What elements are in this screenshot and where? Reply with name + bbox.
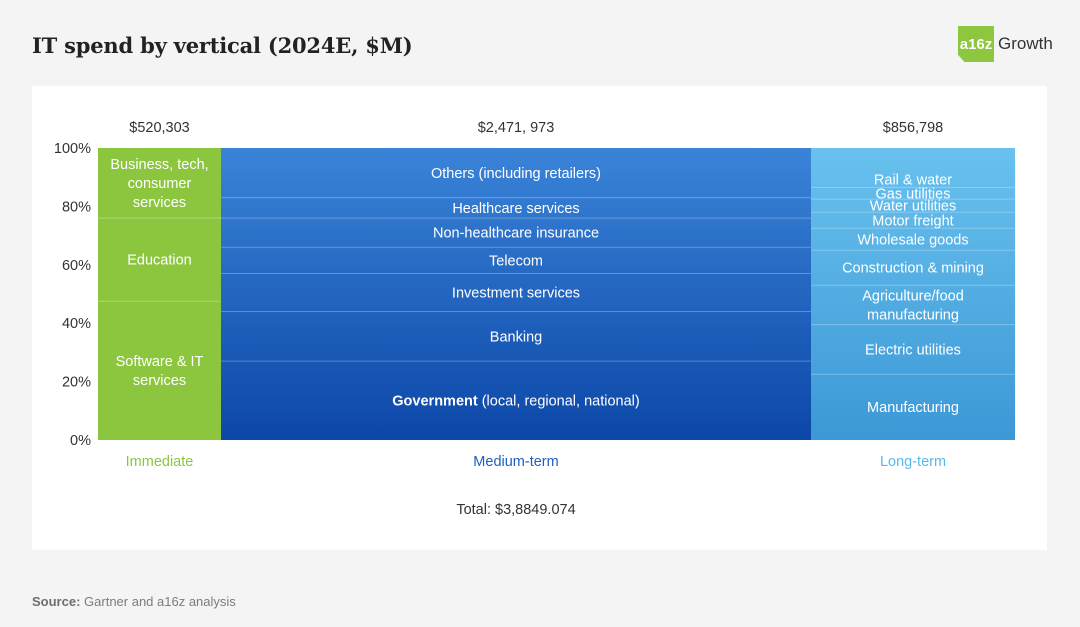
segment-label: Manufacturing (867, 400, 959, 416)
segment-label: Software & IT (116, 354, 204, 370)
segment-label: services (133, 373, 186, 389)
medium-category-label: Medium-term (473, 454, 558, 470)
long-total-label: $856,798 (883, 120, 943, 136)
segment-label: Motor freight (872, 213, 953, 229)
logo-text: Growth (998, 34, 1053, 53)
segment-label: services (133, 195, 186, 211)
y-tick-label: 60% (62, 258, 91, 274)
segment-label: Construction & mining (842, 261, 984, 277)
immediate-total-label: $520,303 (129, 120, 189, 136)
segment-software-it-services (98, 301, 221, 440)
segment-label: Healthcare services (452, 201, 579, 217)
segment-label: consumer (128, 176, 192, 192)
y-tick-label: 0% (70, 433, 91, 449)
a16z-growth-logo: a16z Growth (958, 26, 1053, 62)
chart-title: IT spend by vertical (2024E, $M) (32, 33, 413, 58)
segment-label: Water utilities (870, 199, 956, 215)
grand-total-label: Total: $3,8849.074 (456, 502, 575, 518)
source-label: Source: (32, 594, 81, 609)
y-tick-label: 40% (62, 316, 91, 332)
segment-label: Others (including retailers) (431, 166, 601, 182)
medium-total-label: $2,471, 973 (478, 120, 555, 136)
segment-label: Investment services (452, 286, 580, 302)
immediate-column-bar (98, 148, 221, 440)
source-text: Gartner and a16z analysis (84, 594, 236, 609)
segment-label: Agriculture/food (862, 288, 964, 304)
segment-label: Wholesale goods (857, 232, 968, 248)
segment-label: Electric utilities (865, 342, 961, 358)
segment-label: Government (local, regional, national) (392, 394, 639, 410)
long-column-bar (811, 148, 1015, 440)
a16z-logo-mark: a16z (958, 26, 994, 62)
segment-label: Telecom (489, 253, 543, 269)
segment-label: Rail & water (874, 172, 952, 188)
stacked-bar-chart: 0% 20% 40% 60% 80% 100% Software & IT services E… (54, 120, 1015, 518)
source-note: Source: Gartner and a16z analysis (32, 594, 236, 609)
y-tick-label: 20% (62, 375, 91, 391)
y-tick-label: 100% (54, 141, 91, 157)
segment-label: Education (127, 253, 192, 269)
long-category-label: Long-term (880, 454, 946, 470)
immediate-category-label: Immediate (126, 454, 194, 470)
segment-label: Business, tech, (110, 157, 208, 173)
segment-label: manufacturing (867, 307, 959, 323)
medium-column-bar (221, 148, 811, 440)
segment-label: Gas utilities (876, 186, 951, 202)
y-tick-label: 80% (62, 199, 91, 215)
chart-card: 0% 20% 40% 60% 80% 100% Software & IT services E… (32, 86, 1047, 550)
segment-label: Banking (490, 329, 542, 345)
segment-label: Non-healthcare insurance (433, 226, 599, 242)
